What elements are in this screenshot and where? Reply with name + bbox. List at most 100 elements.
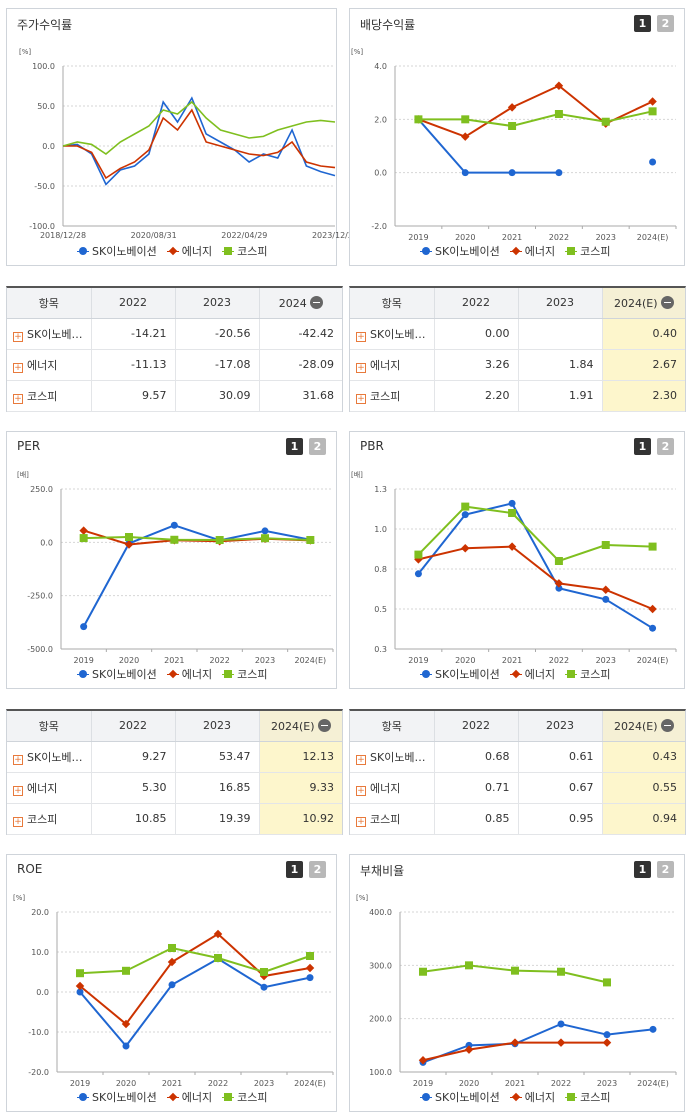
data-point[interactable]: [168, 981, 176, 989]
data-point[interactable]: [507, 103, 517, 112]
data-point[interactable]: [461, 543, 470, 553]
collapse-icon[interactable]: [660, 718, 674, 732]
data-point[interactable]: [306, 974, 314, 982]
collapse-icon[interactable]: [317, 718, 331, 732]
data-point[interactable]: [215, 536, 224, 545]
add-compare-icon[interactable]: +: [356, 785, 366, 796]
tab-2-button[interactable]: 2: [309, 861, 326, 878]
data-point[interactable]: [601, 541, 610, 549]
data-point[interactable]: [507, 542, 517, 551]
data-point[interactable]: [168, 944, 176, 952]
data-point[interactable]: [511, 966, 519, 975]
data-point[interactable]: [414, 115, 423, 124]
row-name[interactable]: + 코스피: [7, 380, 91, 412]
row-name[interactable]: + 에너지: [7, 349, 91, 381]
data-point[interactable]: [602, 1038, 612, 1047]
row-name[interactable]: + SK이노베…: [7, 318, 91, 350]
collapse-icon[interactable]: [309, 295, 323, 309]
data-point[interactable]: [305, 963, 315, 973]
tab-2-button[interactable]: 2: [657, 861, 674, 878]
data-point[interactable]: [76, 969, 84, 978]
row-name[interactable]: + 에너지: [350, 772, 434, 804]
add-compare-icon[interactable]: +: [13, 393, 23, 404]
data-point[interactable]: [465, 961, 473, 970]
row-name[interactable]: + 에너지: [350, 349, 434, 381]
data-point[interactable]: [554, 579, 564, 588]
legend-item[interactable]: 에너지: [509, 243, 555, 259]
legend-item[interactable]: SK이노베이션: [420, 1089, 500, 1105]
data-point[interactable]: [261, 534, 269, 543]
data-point[interactable]: [214, 954, 222, 962]
legend-item[interactable]: 에너지: [509, 1089, 555, 1105]
data-point[interactable]: [122, 1042, 130, 1050]
data-point[interactable]: [554, 81, 564, 90]
data-point[interactable]: [554, 557, 563, 565]
legend-item[interactable]: SK이노베이션: [77, 243, 157, 259]
data-point[interactable]: [260, 983, 268, 991]
legend-item[interactable]: 코스피: [222, 243, 268, 259]
data-point[interactable]: [648, 604, 657, 614]
data-point[interactable]: [170, 535, 179, 544]
legend-item[interactable]: 코스피: [565, 243, 611, 259]
data-point[interactable]: [508, 499, 516, 507]
data-point[interactable]: [260, 968, 268, 976]
data-point[interactable]: [508, 509, 517, 517]
legend-item[interactable]: 코스피: [222, 1089, 268, 1105]
data-point[interactable]: [648, 542, 657, 551]
tab-1-button[interactable]: 1: [634, 861, 651, 878]
data-point[interactable]: [122, 966, 130, 975]
tab-1-button[interactable]: 1: [286, 861, 303, 878]
legend-item[interactable]: 에너지: [166, 666, 212, 682]
data-point[interactable]: [79, 534, 88, 543]
data-point[interactable]: [601, 585, 610, 595]
data-point[interactable]: [556, 1038, 566, 1047]
data-point[interactable]: [461, 511, 469, 519]
row-name[interactable]: + SK이노베…: [350, 318, 434, 350]
add-compare-icon[interactable]: +: [13, 331, 23, 342]
legend-item[interactable]: SK이노베이션: [77, 1089, 157, 1105]
collapse-icon[interactable]: [660, 295, 674, 309]
data-point[interactable]: [419, 967, 427, 976]
data-point[interactable]: [649, 1025, 657, 1033]
data-point[interactable]: [306, 952, 314, 960]
add-compare-icon[interactable]: +: [13, 816, 23, 827]
data-point[interactable]: [508, 169, 516, 177]
data-point[interactable]: [461, 169, 469, 177]
row-name[interactable]: + 코스피: [7, 803, 91, 835]
add-compare-icon[interactable]: +: [356, 331, 366, 342]
data-point[interactable]: [557, 1020, 565, 1028]
tab-1-button[interactable]: 1: [634, 15, 651, 32]
row-name[interactable]: + SK이노베…: [350, 741, 434, 773]
data-point[interactable]: [125, 533, 133, 541]
data-point[interactable]: [261, 527, 269, 535]
data-point[interactable]: [414, 550, 423, 559]
data-point[interactable]: [306, 536, 315, 545]
data-point[interactable]: [76, 988, 84, 996]
data-point[interactable]: [648, 107, 657, 116]
data-point[interactable]: [649, 624, 657, 632]
legend-item[interactable]: SK이노베이션: [420, 243, 500, 259]
data-point[interactable]: [510, 1038, 520, 1047]
row-name[interactable]: + SK이노베…: [7, 741, 91, 773]
row-name[interactable]: + 에너지: [7, 772, 91, 804]
tab-2-button[interactable]: 2: [657, 438, 674, 455]
data-point[interactable]: [414, 570, 422, 578]
data-point[interactable]: [79, 526, 88, 535]
add-compare-icon[interactable]: +: [356, 754, 366, 765]
add-compare-icon[interactable]: +: [13, 754, 23, 765]
data-point[interactable]: [603, 978, 611, 987]
data-point[interactable]: [461, 132, 470, 141]
data-point[interactable]: [461, 502, 470, 511]
tab-1-button[interactable]: 1: [634, 438, 651, 455]
data-point[interactable]: [461, 115, 470, 124]
legend-item[interactable]: SK이노베이션: [420, 666, 500, 682]
legend-item[interactable]: 에너지: [166, 243, 212, 259]
data-point[interactable]: [554, 110, 563, 118]
add-compare-icon[interactable]: +: [13, 785, 23, 796]
tab-2-button[interactable]: 2: [309, 438, 326, 455]
add-compare-icon[interactable]: +: [356, 393, 366, 404]
data-point[interactable]: [465, 1041, 473, 1049]
data-point[interactable]: [602, 595, 610, 603]
legend-item[interactable]: SK이노베이션: [77, 666, 157, 682]
legend-item[interactable]: 코스피: [222, 666, 268, 682]
